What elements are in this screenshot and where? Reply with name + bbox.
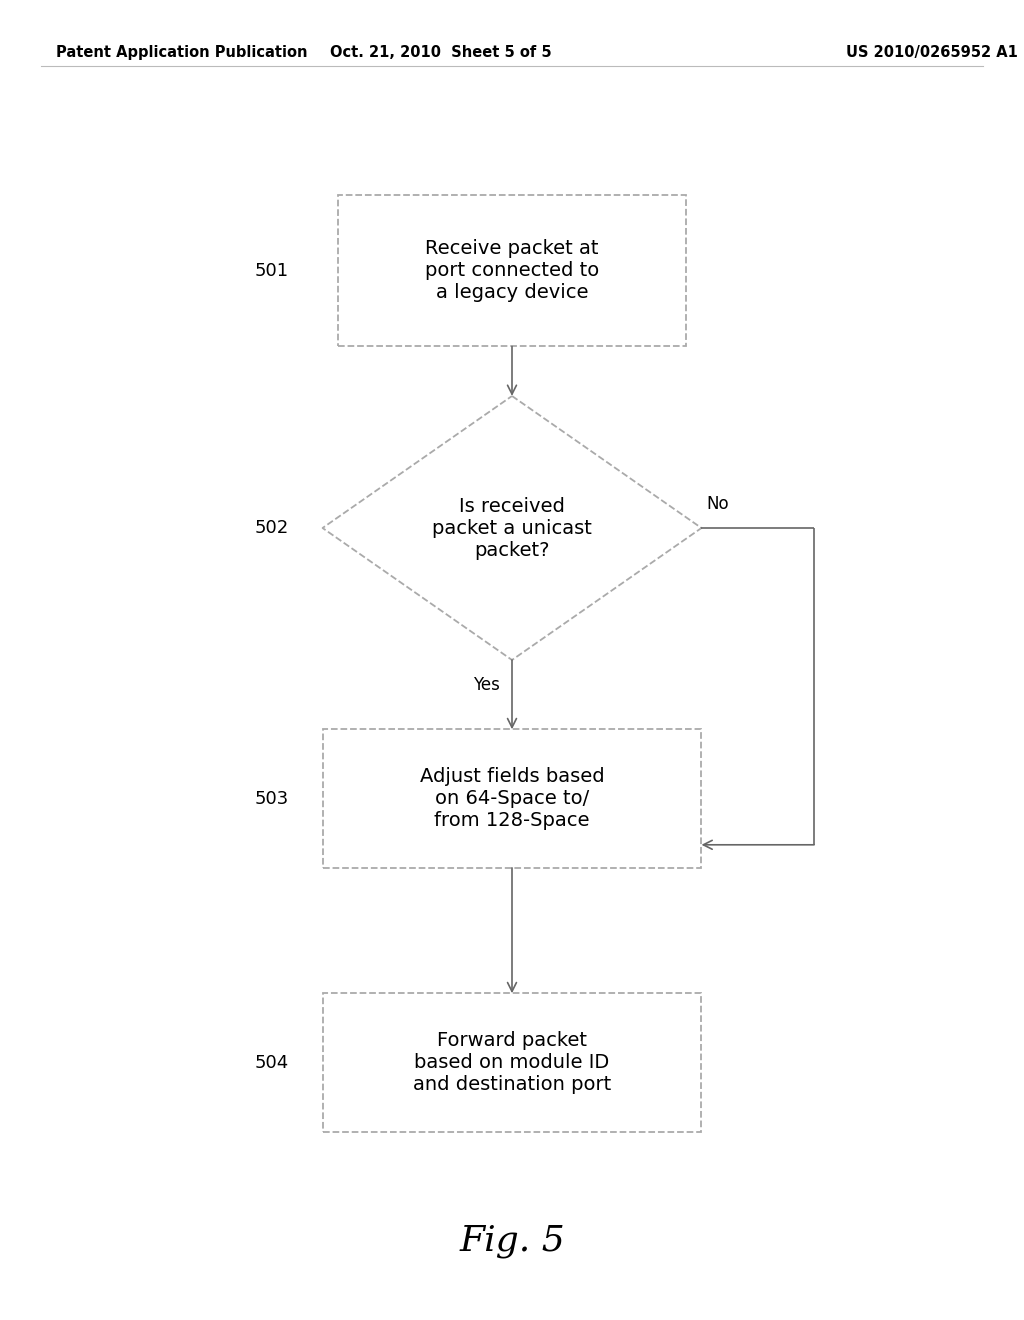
Text: 504: 504 <box>254 1053 289 1072</box>
Text: Yes: Yes <box>473 676 500 694</box>
Text: US 2010/0265952 A1: US 2010/0265952 A1 <box>846 45 1018 61</box>
Text: Is received
packet a unicast
packet?: Is received packet a unicast packet? <box>432 496 592 560</box>
Text: 503: 503 <box>254 789 289 808</box>
Text: Fig. 5: Fig. 5 <box>459 1224 565 1258</box>
Text: Forward packet
based on module ID
and destination port: Forward packet based on module ID and de… <box>413 1031 611 1094</box>
Text: 501: 501 <box>254 261 289 280</box>
Text: No: No <box>707 495 729 513</box>
Bar <box>338 194 686 346</box>
Text: Adjust fields based
on 64-Space to/
from 128-Space: Adjust fields based on 64-Space to/ from… <box>420 767 604 830</box>
Bar <box>323 993 701 1131</box>
Text: Patent Application Publication: Patent Application Publication <box>56 45 308 61</box>
Text: Oct. 21, 2010  Sheet 5 of 5: Oct. 21, 2010 Sheet 5 of 5 <box>330 45 551 61</box>
Text: 502: 502 <box>254 519 289 537</box>
Text: Receive packet at
port connected to
a legacy device: Receive packet at port connected to a le… <box>425 239 599 302</box>
Bar <box>323 729 701 869</box>
